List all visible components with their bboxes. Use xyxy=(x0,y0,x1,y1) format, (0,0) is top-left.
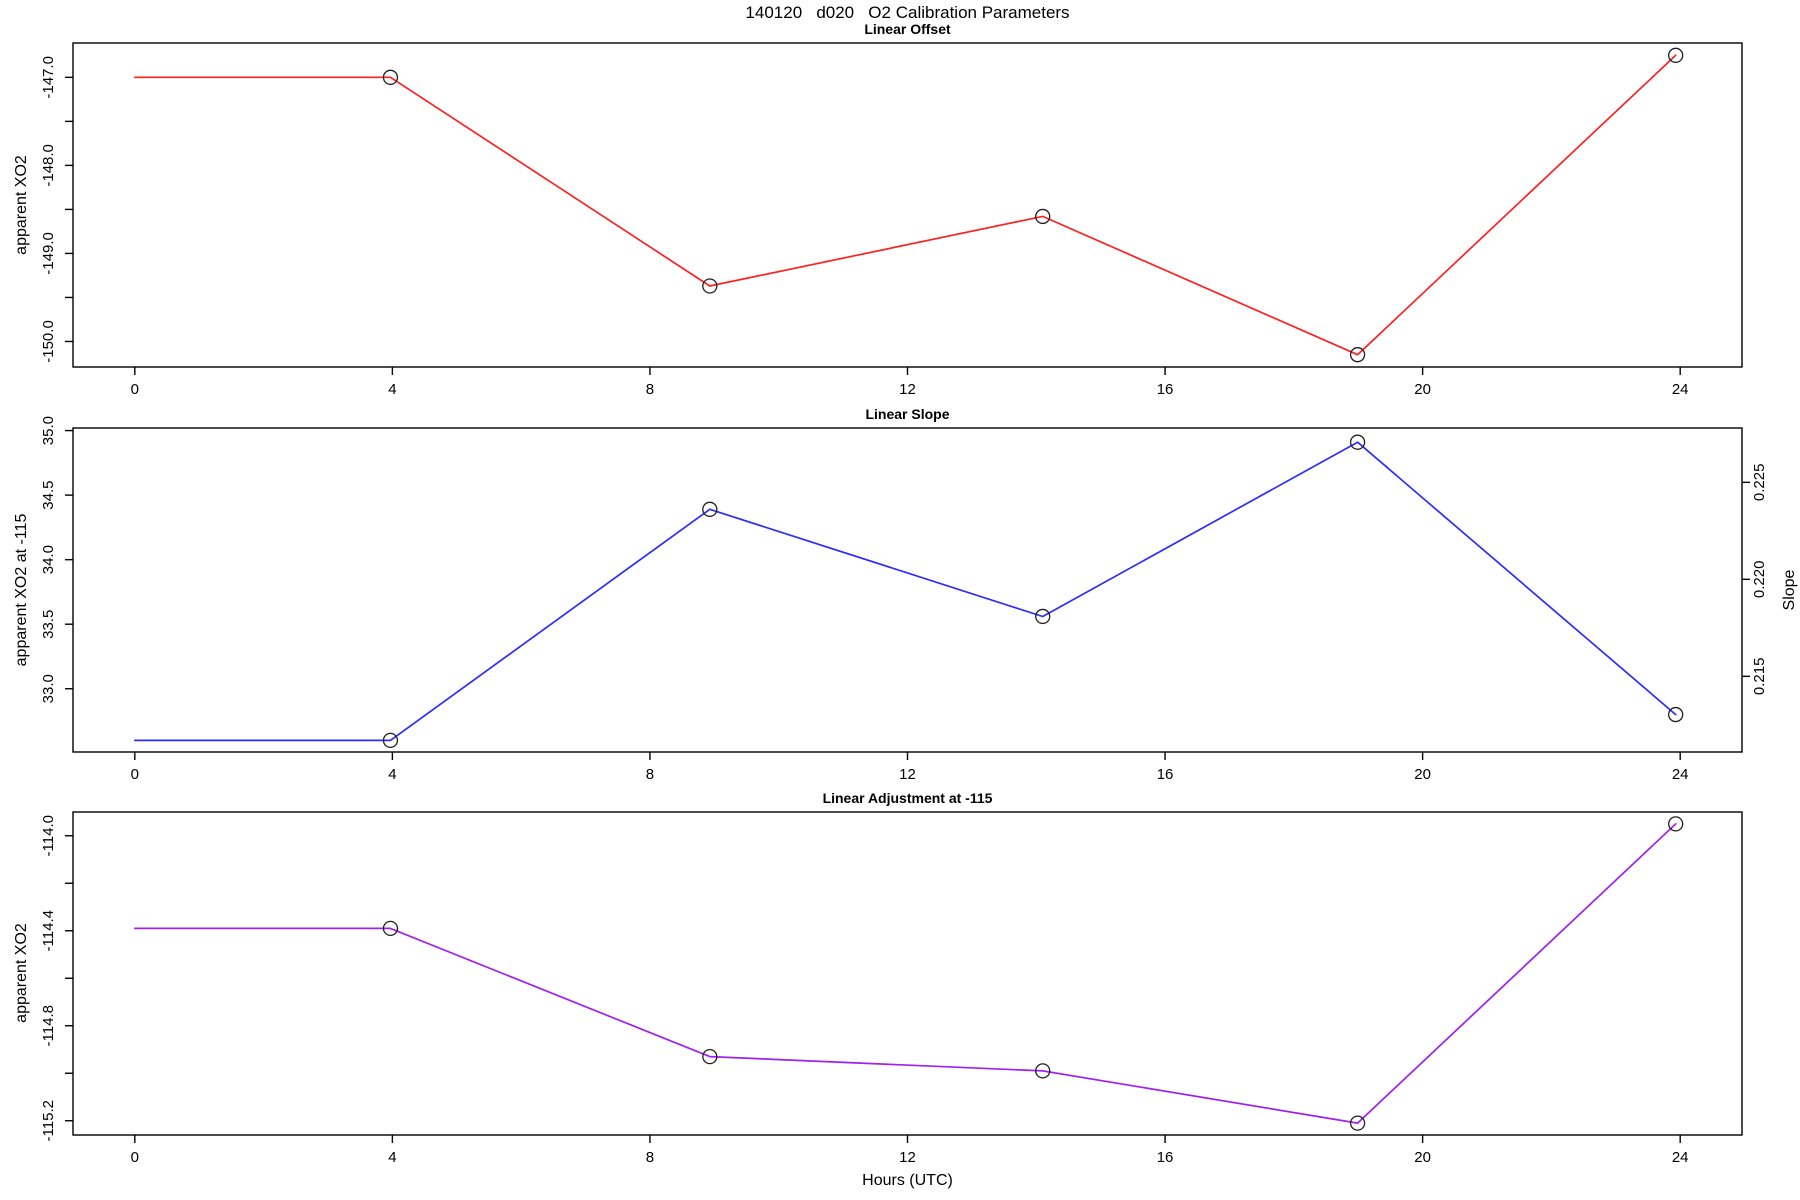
y-tick-label: -148.0 xyxy=(40,144,57,187)
data-point-marker xyxy=(1668,816,1684,832)
data-point-marker xyxy=(1035,608,1051,625)
x-tick-label: 20 xyxy=(1414,381,1431,398)
panel-title-linear-slope: Linear Slope xyxy=(865,406,950,422)
x-tick-label: 12 xyxy=(899,381,916,398)
series-line xyxy=(133,823,1677,1124)
x-tick-label: 24 xyxy=(1672,766,1689,783)
data-point-marker xyxy=(1668,47,1684,63)
data-point-marker xyxy=(1035,1063,1051,1079)
data-point-marker xyxy=(1349,434,1366,450)
y2-tick-label: 0.225 xyxy=(1751,464,1768,502)
x-tick-label: 8 xyxy=(646,381,654,398)
data-point-marker xyxy=(702,501,718,517)
data-point-marker xyxy=(382,732,399,749)
panel-box xyxy=(72,427,1743,753)
data-point-marker xyxy=(702,278,718,294)
data-point-marker xyxy=(702,1048,718,1065)
x-tick-label: 16 xyxy=(1157,381,1174,398)
data-point-marker xyxy=(1035,208,1051,225)
y-tick-label: -149.0 xyxy=(40,232,57,275)
panel-title-linear-offset: Linear Offset xyxy=(864,21,951,37)
x-tick-label: 20 xyxy=(1414,1149,1431,1166)
x-tick-label: 4 xyxy=(388,381,396,398)
x-tick-label: 4 xyxy=(388,1149,396,1166)
x-tick-label: 12 xyxy=(899,766,916,783)
y-tick-label: 33.5 xyxy=(40,610,57,639)
x-tick-label: 0 xyxy=(131,1149,139,1166)
data-point-marker xyxy=(382,920,399,937)
y-tick-label: 34.5 xyxy=(40,481,57,510)
y-tick-label: -115.2 xyxy=(40,1100,57,1141)
y-tick-label: 34.0 xyxy=(40,545,57,574)
x-tick-label: 12 xyxy=(899,1149,916,1166)
x-tick-label: 8 xyxy=(646,1149,654,1166)
y2-tick-label: 0.215 xyxy=(1751,658,1768,696)
y-tick-label: 35.0 xyxy=(40,416,57,445)
x-tick-label: 0 xyxy=(131,766,139,783)
y2-tick-label: 0.220 xyxy=(1751,561,1768,599)
data-point-marker xyxy=(1349,347,1366,363)
x-tick-label: 24 xyxy=(1672,381,1689,398)
x-axis-label: Hours (UTC) xyxy=(862,1172,953,1189)
data-point-marker xyxy=(1668,706,1684,723)
x-tick-label: 16 xyxy=(1157,766,1174,783)
panel-title-linear-adjustment: Linear Adjustment at -115 xyxy=(822,790,993,806)
x-tick-label: 0 xyxy=(131,381,139,398)
series-line xyxy=(133,54,1677,356)
data-point-marker xyxy=(382,69,399,85)
x-tick-label: 24 xyxy=(1672,1149,1689,1166)
main-title: 140120 d020 O2 Calibration Parameters xyxy=(745,3,1070,22)
y-tick-label: -150.0 xyxy=(40,320,57,363)
y-tick-label: -147.0 xyxy=(40,56,57,99)
panel-box xyxy=(72,42,1743,368)
x-tick-label: 4 xyxy=(388,766,396,783)
series-line xyxy=(133,441,1677,742)
panel-box xyxy=(72,811,1743,1136)
y-tick-label: -114.8 xyxy=(40,1005,57,1046)
x-tick-label: 8 xyxy=(646,766,654,783)
y-tick-label: -114.0 xyxy=(40,815,57,856)
y-tick-label: -114.4 xyxy=(40,910,57,951)
x-tick-label: 20 xyxy=(1414,766,1431,783)
y-tick-label: 33.0 xyxy=(40,674,57,703)
x-tick-label: 16 xyxy=(1157,1149,1174,1166)
data-point-marker xyxy=(1349,1115,1366,1131)
